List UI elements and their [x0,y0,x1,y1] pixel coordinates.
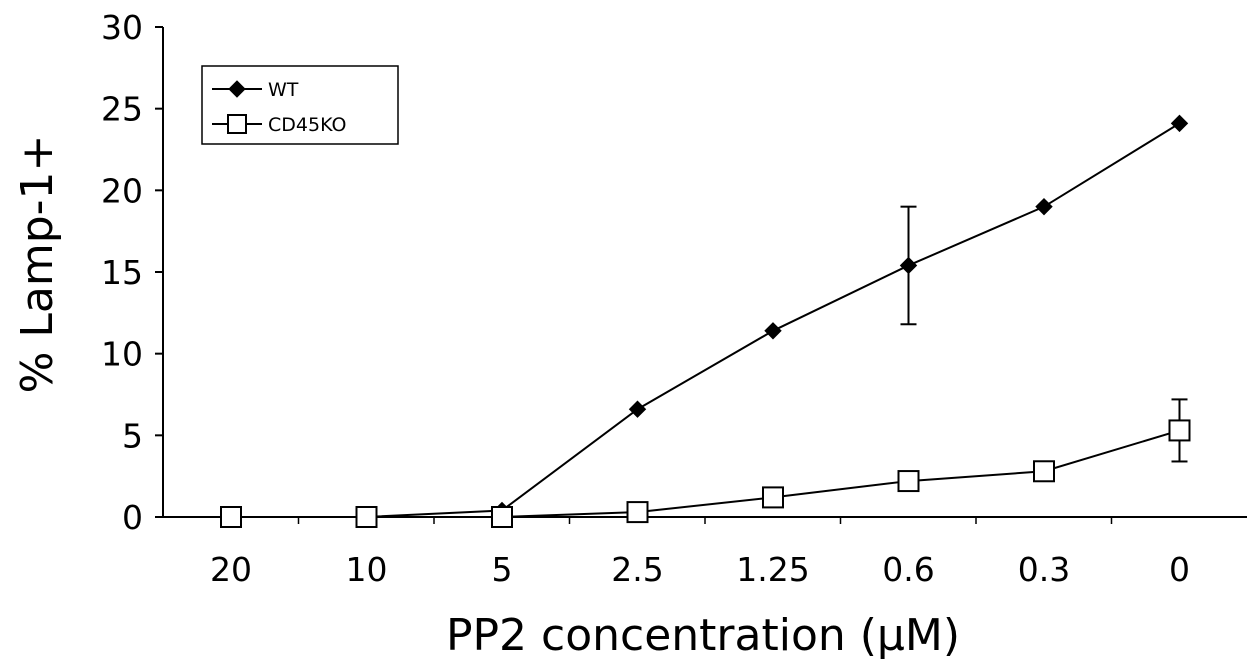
data-point-cd45ko [491,506,513,528]
x-tick-labels: 20 10 5 2.5 1.25 0.6 0.3 0 [210,550,1190,589]
y-tick-label: 0 [122,498,143,537]
data-point-wt [764,322,782,340]
data-point-wt [628,400,647,418]
y-tick-label: 5 [122,416,143,455]
y-tick-label: 30 [101,8,143,47]
data-point-wt [1035,197,1053,216]
y-tick-label: 10 [101,335,143,374]
y-axis-title: % Lamp-1+ [12,135,63,394]
data-point-cd45ko [1168,419,1191,442]
series-line-cd45ko [231,429,1180,518]
data-point-cd45ko [897,470,920,493]
legend-marker-cd45ko [227,114,247,134]
x-tick-label: 2.5 [611,550,663,589]
x-tick-label: 0.3 [1018,550,1070,589]
x-tick-label: 0 [1169,550,1190,589]
y-tick-label: 25 [101,90,143,129]
legend-marker-wt [228,80,246,98]
series-layer [220,114,1191,528]
x-axis-title: PP2 concentration (μM) [446,610,960,661]
x-tick-label: 10 [346,550,388,589]
y-tick-label: 15 [101,253,143,292]
y-tick-label: 20 [101,171,143,210]
data-point-wt [1170,114,1189,133]
x-tick-label: 5 [492,550,513,589]
data-point-wt [899,256,918,275]
data-point-cd45ko [355,506,378,528]
x-tick-label: 20 [210,550,252,589]
series-cd45ko [220,398,1191,528]
series-line-wt [231,122,1181,518]
y-tick-labels: 0 5 10 15 20 25 30 [101,8,143,537]
x-tick-label: 1.25 [736,550,809,589]
data-point-cd45ko [220,506,242,528]
data-point-cd45ko [1033,460,1055,483]
legend-label-wt: WT [268,79,299,101]
data-point-cd45ko [762,486,784,509]
data-point-cd45ko [626,501,649,524]
legend-label-cd45ko: CD45KO [268,114,346,136]
x-tick-label: 0.6 [882,550,934,589]
legend: WT CD45KO [201,65,399,145]
